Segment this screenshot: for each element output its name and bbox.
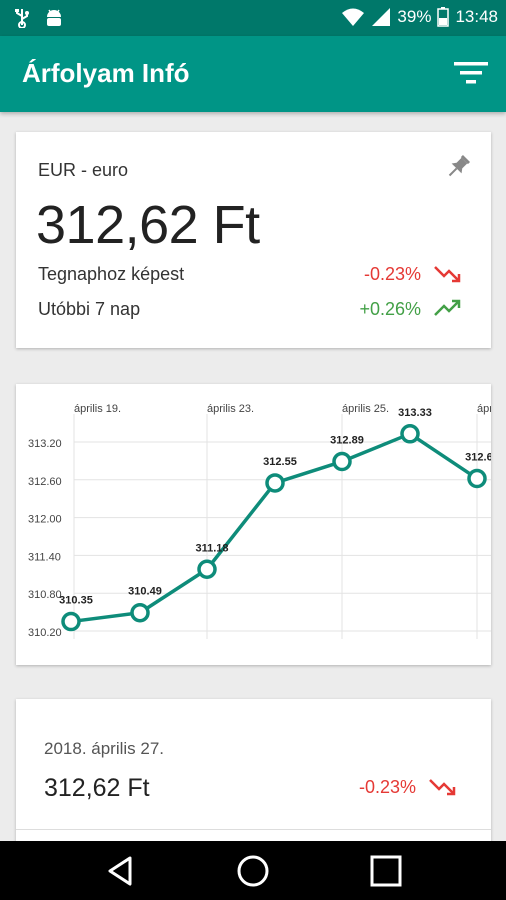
data-point	[265, 473, 285, 493]
trend-down-icon	[434, 266, 461, 283]
data-label: 311.18	[195, 542, 228, 554]
signal-icon	[372, 8, 391, 26]
data-label: 310.49	[128, 586, 162, 598]
clock: 13:48	[455, 7, 498, 26]
y-tick-label: 311.40	[28, 551, 61, 563]
y-tick-label: 312.00	[28, 514, 62, 526]
day-change-label: Tegnaphoz képest	[38, 264, 185, 284]
history-date: 2018. április 27.	[44, 739, 165, 758]
chart-card: 313.20 312.60 312.00 311.40 310.80 310.20 ápri…	[16, 384, 506, 665]
day-change-value: -0.23%	[363, 264, 421, 284]
usb-icon	[15, 9, 29, 28]
app-title: Árfolyam Infó	[22, 58, 190, 88]
data-point	[332, 451, 352, 472]
android-debug-icon	[47, 9, 61, 26]
recents-icon[interactable]	[368, 853, 404, 889]
rate-line-chart: 313.20 312.60 312.00 311.40 310.80 310.20 ápri…	[28, 403, 506, 639]
y-tick-label: 312.60	[28, 476, 62, 488]
battery-percent: 39%	[397, 7, 432, 26]
data-label: 312.89	[330, 435, 364, 447]
data-point	[61, 611, 81, 632]
y-tick-label: 310.20	[28, 627, 62, 639]
back-icon[interactable]	[102, 853, 138, 889]
navigation-bar	[0, 841, 506, 900]
data-label: 310.35	[59, 595, 93, 607]
trend-up-icon	[434, 299, 461, 316]
data-point	[197, 559, 217, 580]
home-icon[interactable]	[235, 853, 271, 889]
current-rate: 312,62 Ft	[36, 195, 260, 255]
divider	[16, 829, 491, 830]
history-card[interactable]: 2018. április 27. 312,62 Ft -0.23%	[16, 699, 491, 849]
status-bar: 39% 13:48	[0, 0, 506, 36]
y-tick-label: 310.80	[28, 589, 62, 601]
week-change-label: Utóbbi 7 nap	[38, 299, 141, 319]
week-change-value: +0.26%	[359, 299, 421, 319]
y-tick-label: 313.20	[28, 438, 62, 450]
x-top-label: április 19.	[74, 403, 121, 415]
history-rate: 312,62 Ft	[44, 774, 150, 802]
data-label: 312.55	[263, 456, 297, 468]
app-bar: Árfolyam Infó	[0, 36, 506, 112]
trend-down-icon	[429, 779, 456, 796]
history-change: -0.23%	[358, 777, 416, 797]
x-top-label: április 27.	[477, 403, 491, 415]
x-top-label: április 23.	[207, 403, 254, 415]
data-point	[130, 602, 150, 623]
data-label: 313.33	[398, 407, 432, 419]
data-label: 312.62	[465, 452, 491, 464]
data-point	[400, 424, 420, 444]
currency-name: EUR - euro	[38, 160, 129, 180]
x-top-label: április 25.	[342, 403, 389, 415]
current-rate-card[interactable]: EUR - euro 312,62 Ft Tegnaphoz képest -0…	[16, 132, 491, 348]
data-point	[467, 468, 487, 489]
battery-icon	[437, 7, 450, 27]
pin-icon[interactable]	[443, 152, 473, 182]
filter-icon[interactable]	[454, 60, 488, 86]
wifi-icon	[342, 8, 365, 26]
